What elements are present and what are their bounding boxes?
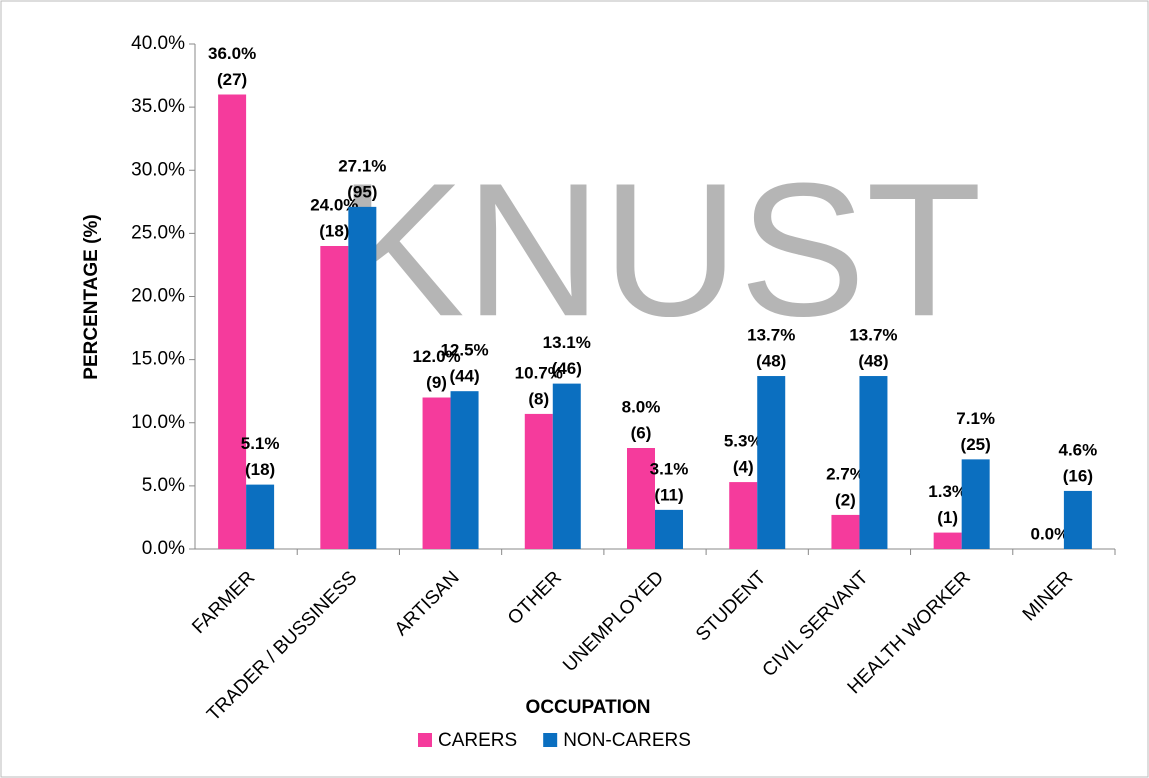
bar xyxy=(831,514,860,549)
value-label: 36.0% xyxy=(208,44,256,63)
count-label: (95) xyxy=(347,182,377,201)
count-label: (1) xyxy=(937,508,958,527)
x-axis-label: OCCUPATION xyxy=(526,697,651,718)
value-label: 5.1% xyxy=(241,434,280,453)
value-label: 0.0% xyxy=(1031,524,1070,543)
y-tick-label: 30.0% xyxy=(131,159,185,180)
value-label: 4.6% xyxy=(1059,440,1098,459)
bar xyxy=(246,484,275,549)
value-label: 12.5% xyxy=(440,341,488,360)
bar xyxy=(859,376,888,549)
count-label: (46) xyxy=(552,359,582,378)
value-label: 1.3% xyxy=(928,482,967,501)
y-tick-label: 40.0% xyxy=(131,33,185,54)
bar xyxy=(1063,490,1092,549)
value-label: 13.1% xyxy=(543,333,591,352)
bar xyxy=(218,94,247,549)
value-label: 24.0% xyxy=(310,195,358,214)
value-label: 2.7% xyxy=(826,464,865,483)
bar xyxy=(320,246,349,549)
count-label: (48) xyxy=(858,352,888,371)
count-label: (2) xyxy=(835,490,856,509)
count-label: (48) xyxy=(756,352,786,371)
y-tick-label: 25.0% xyxy=(131,222,185,243)
count-label: (16) xyxy=(1063,466,1093,485)
count-label: (18) xyxy=(245,460,275,479)
value-label: 27.1% xyxy=(338,156,386,175)
value-label: 13.7% xyxy=(849,326,897,345)
watermark: KNUST xyxy=(338,144,982,356)
legend-swatch xyxy=(543,733,558,747)
bar xyxy=(655,509,683,549)
count-label: (11) xyxy=(654,485,683,504)
value-label: 3.1% xyxy=(650,459,689,478)
bar xyxy=(757,376,786,549)
bar xyxy=(348,206,377,550)
count-label: (8) xyxy=(528,389,549,408)
value-label: 7.1% xyxy=(956,409,995,428)
value-label: 10.7% xyxy=(515,363,563,382)
bar xyxy=(552,383,581,549)
value-label: 13.7% xyxy=(747,326,795,345)
legend-label: NON-CARERS xyxy=(563,730,691,751)
y-tick-label: 35.0% xyxy=(131,96,185,117)
bar xyxy=(729,482,758,549)
y-tick-label: 5.0% xyxy=(142,475,185,496)
legend-label: CARERS xyxy=(438,730,517,751)
count-label: (18) xyxy=(319,221,349,240)
bar xyxy=(524,413,553,549)
y-tick-label: 20.0% xyxy=(131,286,185,307)
bar xyxy=(422,397,451,549)
value-label: 12.0% xyxy=(412,347,460,366)
count-label: (44) xyxy=(449,367,479,386)
value-label: 8.0% xyxy=(622,397,661,416)
bar xyxy=(961,459,990,549)
y-tick-label: 10.0% xyxy=(131,412,185,433)
value-label: 5.3% xyxy=(724,432,763,451)
count-label: (25) xyxy=(961,435,991,454)
count-label: (4) xyxy=(733,458,754,477)
bar xyxy=(933,532,962,549)
bar xyxy=(450,391,479,549)
count-label: (6) xyxy=(631,423,652,442)
bar xyxy=(627,448,655,549)
legend-swatch xyxy=(418,733,432,747)
y-tick-label: 15.0% xyxy=(131,349,185,370)
count-label: (27) xyxy=(217,70,247,89)
y-tick-label: 0.0% xyxy=(142,538,185,559)
y-axis-label: PERCENTAGE (%) xyxy=(81,214,102,379)
count-label: (9) xyxy=(426,373,447,392)
